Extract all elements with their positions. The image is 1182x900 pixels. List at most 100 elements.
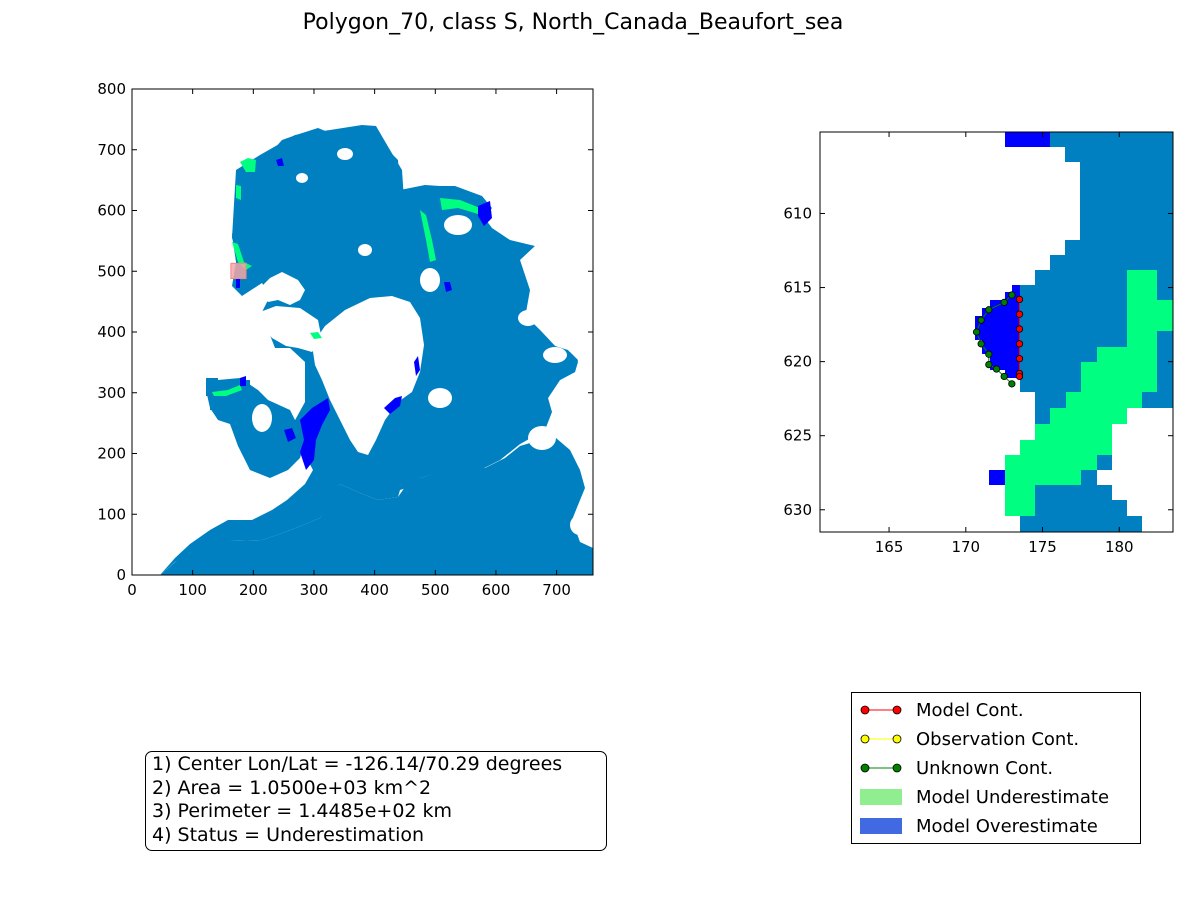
overview-y-tick-label: 200 [97,445,126,463]
overview-x-tick-label: 600 [482,581,511,599]
overview-x-tick-label: 100 [178,581,207,599]
unknown-contour-point [977,316,985,324]
info-perimeter: 3) Perimeter = 1.4485e+02 km [152,800,453,822]
island-11 [296,173,308,183]
figure-title: Polygon_70, class S, North_Canada_Beaufo… [303,10,844,35]
arctic-island-land [258,272,305,305]
underestimate-region [240,158,256,172]
polygon-location-marker [230,262,247,280]
zoom-x-tick-label: 170 [951,538,980,556]
ocean-region-south [160,438,593,575]
overestimate-region-9 [236,278,240,288]
underestimate-region-6 [212,385,242,396]
overestimate-region-2 [478,201,492,226]
overview-y-tick-label: 0 [116,566,126,584]
unknown-contour-point [985,350,993,358]
island-6 [528,426,556,450]
island-1 [358,244,372,256]
island-3 [428,388,452,408]
overview-y-tick-label: 100 [97,505,126,523]
overview-y-tick-label: 600 [97,202,126,220]
model-contour-point [1015,325,1024,333]
underestimate-region-3 [232,242,252,270]
zoom-axes-frame [819,131,1174,533]
zoom-overestimate-small [989,470,1005,485]
overestimate-region-5 [414,356,420,376]
island-2 [420,268,440,292]
zoom-x-tick-label: 180 [1105,538,1134,556]
underestimate-region-7 [310,332,322,339]
info-area: 2) Area = 1.0500e+03 km^2 [152,776,432,799]
unknown-contour-point [1000,298,1008,306]
overestimate-region-3 [284,428,296,442]
overestimate-region-6 [276,158,284,166]
legend: Model Cont. Observation Cont. Unknown Co… [851,692,1141,844]
legend-label-unknown-cont: Unknown Cont. [916,758,1054,779]
legend-item-unknown-cont: Unknown Cont. [852,753,1140,782]
underestimate-region-4 [420,210,436,262]
island-12 [570,515,590,535]
legend-item-model-cont: Model Cont. [852,695,1140,724]
unknown-contour-point [972,328,981,336]
unknown-contour-point [992,365,1001,373]
zoom-y-tick-label: 615 [783,279,812,297]
underestimate-region-5 [440,198,480,214]
overestimate-region-7 [240,376,246,386]
zoom-map-panel: 165 170 175 180 610 615 620 625 630 [783,131,1174,556]
zoom-x-tick-label: 165 [875,538,904,556]
zoom-x-tick-label: 175 [1028,538,1057,556]
zoom-y-tick-label: 630 [783,501,812,519]
island-4 [518,310,538,326]
zoom-overestimate-top [1005,132,1050,147]
model-contour-point [1015,310,1024,318]
unknown-contour-point [1008,291,1016,299]
greenland-land [312,296,424,455]
legend-swatch-observation-cont [860,730,902,748]
zoom-y-tick-label: 620 [783,353,812,371]
unknown-contour-point [1000,372,1008,381]
overview-map-panel: 0 100 200 300 400 500 600 700 0 100 200 300 400 500 6… [97,80,594,599]
model-contour-point [1015,340,1024,348]
zoom-y-tick-label: 625 [783,427,812,445]
legend-label-model-cont: Model Cont. [916,700,1024,721]
unknown-contour-point [985,360,993,369]
legend-item-model-overestimate: Model Overestimate [852,811,1140,840]
overestimate-region-8 [444,282,452,292]
overview-x-tick-label: 700 [542,581,571,599]
island-10 [337,148,353,160]
legend-label-model-overestimate: Model Overestimate [916,816,1098,837]
overview-y-tick-label: 400 [97,323,126,341]
legend-swatch-unknown-cont [860,759,902,777]
model-contour-point [1015,295,1024,304]
overview-x-tick-label: 300 [300,581,329,599]
info-center-lonlat: 1) Center Lon/Lat = -126.14/70.29 degree… [152,753,563,775]
legend-swatch-model-underestimate [860,788,902,806]
arctic-island-land-2 [260,306,322,352]
island-8 [444,215,472,235]
overestimate-region [300,398,330,470]
overview-x-tick-label: 0 [127,581,137,599]
unknown-contour-point [985,306,993,314]
legend-label-observation-cont: Observation Cont. [916,729,1080,750]
ocean-region-north [232,125,522,300]
unknown-contour-point [977,340,985,348]
legend-label-model-underestimate: Model Underestimate [916,787,1110,808]
overview-y-tick-label: 700 [97,141,126,159]
overview-x-tick-label: 200 [239,581,268,599]
zoom-underestimate-region [1005,270,1173,516]
overview-y-tick-label: 800 [97,80,126,98]
island-7 [543,347,567,363]
zoom-y-tick-label: 610 [783,204,812,222]
zoom-land-region [1097,408,1173,532]
model-contour-point [1015,372,1024,381]
overview-x-tick-label: 400 [360,581,389,599]
island-5 [252,404,272,432]
legend-item-model-underestimate: Model Underestimate [852,782,1140,811]
model-contour-point [1015,355,1024,363]
info-status: 4) Status = Underestimation [152,823,425,846]
overestimate-region-4 [384,396,402,414]
overview-x-tick-label: 500 [421,581,450,599]
island-9 [488,214,504,226]
underestimate-region-2 [236,185,241,200]
